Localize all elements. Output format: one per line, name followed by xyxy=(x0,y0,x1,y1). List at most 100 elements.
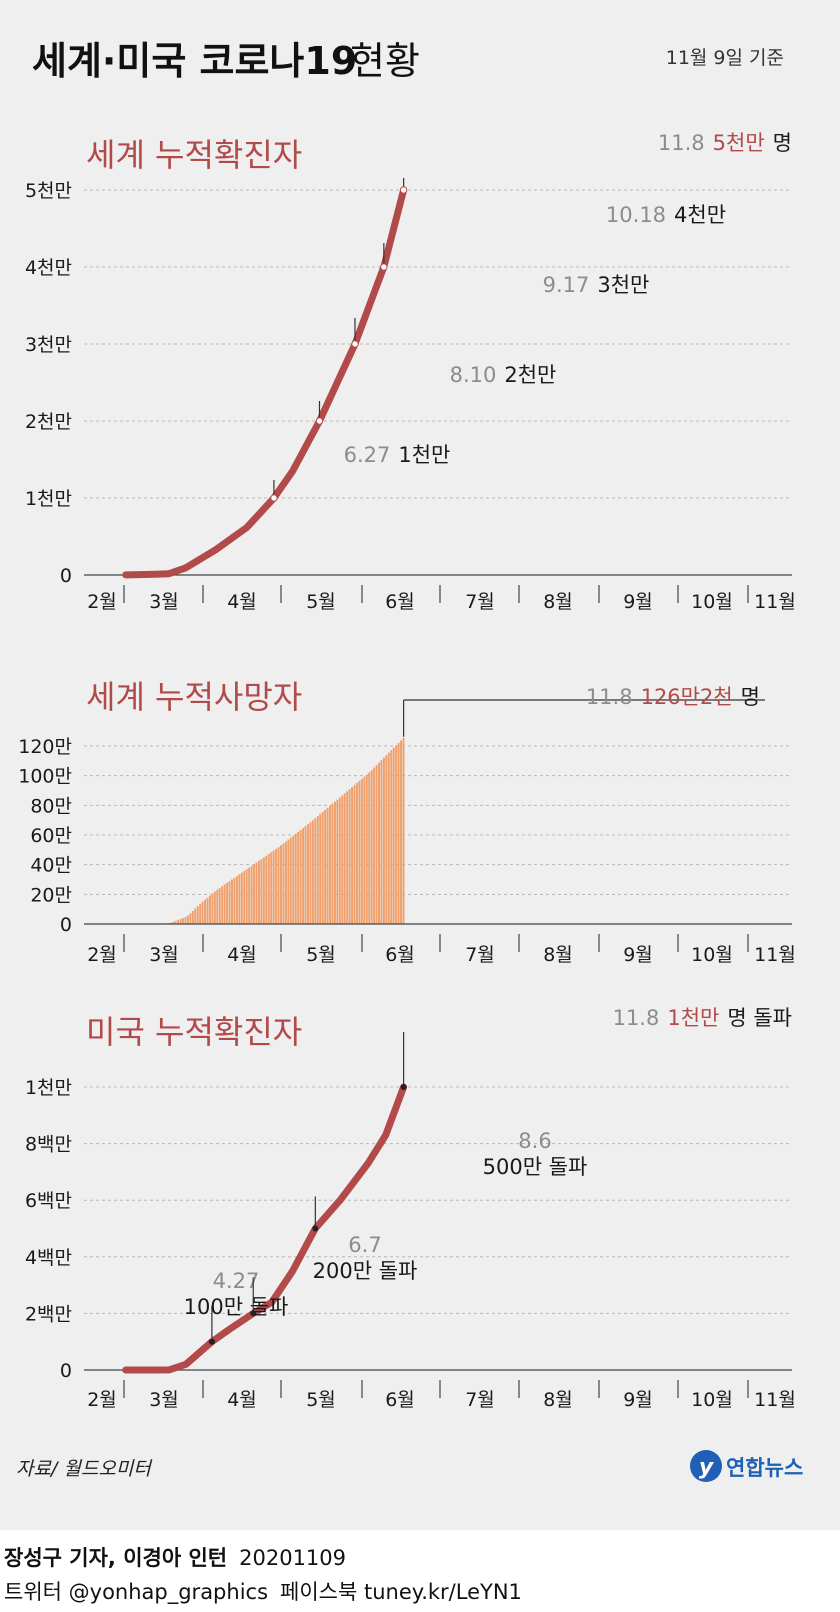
world-deaths-bar xyxy=(314,818,317,924)
world-deaths-bar xyxy=(228,881,231,924)
world-deaths-bar xyxy=(365,774,368,924)
world-cases-annotation-part-1: 1천만 xyxy=(398,443,450,467)
world-deaths-bar xyxy=(186,915,189,924)
world-deaths-bar xyxy=(174,920,177,924)
world-deaths-bar xyxy=(250,865,253,924)
world-deaths-bar xyxy=(333,801,336,924)
logo-glyph-icon: y xyxy=(699,1455,715,1480)
world-cases-milestone-point xyxy=(399,186,408,194)
world-cases-annotation-part-0: 9.17 xyxy=(543,273,590,297)
world-deaths-bar xyxy=(169,922,172,924)
world-deaths-bar xyxy=(311,820,314,924)
world-deaths-x-tick-label: 10월 xyxy=(691,944,733,966)
footer-twitter[interactable]: 트위터 @yonhap_graphics xyxy=(4,1580,269,1604)
world-deaths-bar xyxy=(351,787,354,924)
us-cases-annotation-latest-part-2: 명 돌파 xyxy=(727,1006,792,1030)
world-deaths-bar xyxy=(208,895,211,924)
us-cases-annotation-latest-part-0: 11.8 xyxy=(613,1006,660,1030)
world-deaths-x-tick-label: 9월 xyxy=(623,944,653,966)
footer-facebook[interactable]: 페이스북 tuney.kr/LeYN1 xyxy=(280,1580,522,1604)
world-deaths-y-tick-label: 20만 xyxy=(30,884,72,906)
world-cases-annotation: 9.17 3천만 xyxy=(543,273,650,297)
world-deaths-bar xyxy=(194,908,197,924)
world-cases-annotation-part-0: 6.27 xyxy=(344,443,391,467)
world-deaths-y-tick-label: 120만 xyxy=(18,736,72,758)
footer-date-code: 20201109 xyxy=(239,1546,347,1570)
world-deaths-bar xyxy=(189,913,192,924)
world-cases-annotation-latest-part-1: 5천만 xyxy=(713,131,765,155)
footer-social: 트위터 @yonhap_graphics 페이스북 tuney.kr/LeYN1 xyxy=(4,1576,522,1606)
world-deaths-bar xyxy=(260,859,263,924)
world-deaths-bar xyxy=(331,803,334,924)
world-deaths-bar xyxy=(326,807,329,924)
us-cases-y-tick-label: 0 xyxy=(60,1360,72,1382)
world-cases-annotation-part-0: 10.18 xyxy=(606,203,666,227)
world-deaths-bar xyxy=(235,876,238,924)
world-deaths-bar xyxy=(196,906,199,924)
world-deaths-bar xyxy=(182,918,184,924)
world-deaths-bar xyxy=(280,845,282,924)
world-cases-annotation-part-1: 3천만 xyxy=(597,273,649,297)
world-cases-annotation-latest-part-0: 11.8 xyxy=(658,131,705,155)
world-deaths-bar xyxy=(400,740,403,924)
world-cases-x-tick-label: 7월 xyxy=(465,591,495,613)
world-deaths-bar xyxy=(370,770,373,924)
world-cases-y-tick-label: 1천만 xyxy=(25,488,72,510)
world-deaths-bar xyxy=(255,862,258,924)
us-cases-y-tick-label: 2백만 xyxy=(25,1303,72,1325)
world-cases-x-tick-label: 2월 xyxy=(87,591,117,613)
world-deaths-bar xyxy=(355,782,358,924)
world-cases-annotation-part-1: 4천만 xyxy=(674,203,726,227)
world-deaths-bar xyxy=(341,795,344,924)
world-deaths-annotation-latest: 11.8 126만2천 명 xyxy=(586,685,760,709)
world-deaths-bar xyxy=(387,752,390,924)
world-deaths-bar xyxy=(206,897,209,924)
world-cases-annotation: 8.10 2천만 xyxy=(450,363,557,387)
world-deaths-bar xyxy=(343,793,346,924)
world-deaths-bar xyxy=(348,789,351,924)
footer-reporters: 장성구 기자, 이경아 인턴 xyxy=(4,1546,228,1570)
world-deaths-bar xyxy=(392,747,395,924)
world-cases-annotation-latest: 11.8 5천만 명 xyxy=(658,131,792,155)
world-deaths-bar xyxy=(184,917,187,924)
us-cases-milestone-point xyxy=(312,1225,319,1232)
world-deaths-bar xyxy=(284,841,287,924)
world-deaths-bar xyxy=(216,889,219,924)
world-deaths-bar xyxy=(390,750,393,924)
world-deaths-y-tick-label: 80만 xyxy=(30,795,72,817)
world-cases-milestone-point xyxy=(351,340,359,348)
world-deaths-bar xyxy=(272,850,275,924)
world-deaths-bar xyxy=(304,826,307,924)
us-cases-annotation-latest: 11.8 1천만 명 돌파 xyxy=(613,1006,792,1030)
world-deaths-bar xyxy=(226,882,229,924)
world-deaths-bar xyxy=(267,854,270,924)
world-deaths-bar xyxy=(248,867,251,924)
world-deaths-bar xyxy=(373,767,376,924)
world-deaths-bar xyxy=(204,899,207,924)
world-cases-y-tick-label: 0 xyxy=(60,565,72,587)
world-cases-y-tick-label: 5천만 xyxy=(25,180,72,202)
world-cases-x-tick-label: 3월 xyxy=(149,591,179,613)
us-cases-milestone-point xyxy=(400,1084,407,1090)
us-cases-annotation-date: 4.27 xyxy=(213,1269,260,1293)
us-cases-annotation-value: 100만 돌파 xyxy=(184,1295,289,1319)
world-deaths-bar xyxy=(289,837,292,924)
world-deaths-bar xyxy=(223,884,226,924)
world-deaths-bar xyxy=(297,831,300,924)
world-deaths-bar xyxy=(262,857,265,924)
world-deaths-bar xyxy=(338,797,341,924)
us-cases-annotation-value: 200만 돌파 xyxy=(313,1259,418,1283)
world-deaths-x-tick-label: 3월 xyxy=(149,944,179,966)
world-deaths-y-tick-label: 0 xyxy=(60,914,72,936)
world-deaths-bar xyxy=(233,877,236,924)
us-cases-x-tick-label: 2월 xyxy=(87,1389,117,1411)
world-cases-x-tick-label: 6월 xyxy=(385,591,415,613)
world-deaths-x-tick-label: 6월 xyxy=(385,944,415,966)
world-deaths-bar xyxy=(199,903,202,924)
logo-text: 연합뉴스 xyxy=(726,1456,803,1480)
world-deaths-bar xyxy=(282,843,285,924)
world-deaths-bar xyxy=(231,879,233,924)
world-deaths-y-tick-label: 40만 xyxy=(30,855,72,877)
world-deaths-bar xyxy=(385,755,388,924)
world-deaths-bar xyxy=(218,887,221,924)
